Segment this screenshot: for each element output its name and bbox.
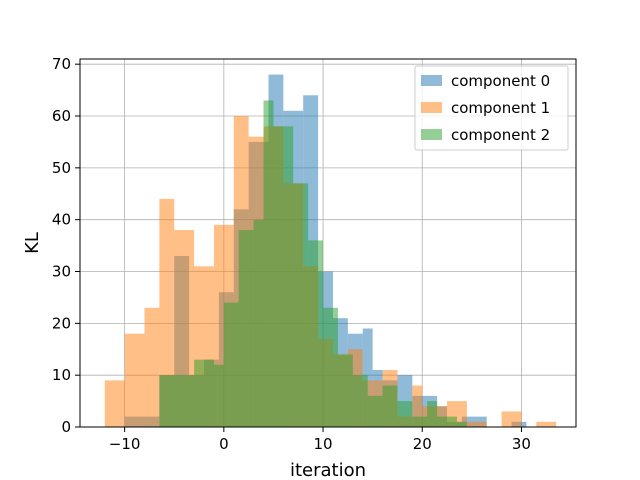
histogram-bar [223, 302, 239, 427]
histogram-bar [437, 416, 457, 427]
histogram-bar [367, 395, 383, 427]
x-tick-label: 20 [413, 435, 432, 453]
histogram-bar [397, 401, 413, 427]
y-tick-label: 60 [52, 107, 71, 125]
y-axis-label: KL [22, 232, 43, 254]
legend-entry-component-1: component 1 [421, 99, 550, 117]
histogram-bar [144, 307, 160, 427]
histogram-bar [263, 100, 274, 428]
histogram-bar [536, 421, 557, 427]
histogram-bar [194, 359, 214, 427]
histogram-bar [352, 375, 368, 427]
histogram-bar [427, 401, 438, 427]
y-tick-label: 20 [52, 314, 71, 332]
histogram-bar [456, 421, 467, 427]
legend-label-component-0: component 0 [451, 72, 550, 90]
histogram-bar [238, 230, 254, 427]
legend-entry-component-2: component 2 [421, 126, 550, 144]
histogram-bar [382, 385, 398, 427]
histogram-bar [124, 333, 145, 427]
histogram-bar [104, 380, 125, 427]
x-tick-label: −10 [109, 435, 141, 453]
legend-box [414, 65, 569, 151]
legend: component 0 component 1 component 2 [414, 65, 569, 151]
legend-swatch-component-2 [421, 129, 442, 140]
histogram-bar [159, 375, 195, 427]
histogram-bar [159, 198, 175, 427]
histogram-bar [293, 183, 309, 427]
histogram-bar [273, 126, 294, 427]
x-tick-label: 0 [219, 435, 229, 453]
legend-label-component-2: component 2 [451, 126, 550, 144]
histogram-bar [337, 354, 353, 427]
histogram-bar [412, 416, 428, 427]
y-tick-label: 40 [52, 211, 71, 229]
histogram-bars [104, 74, 557, 428]
legend-swatch-component-0 [421, 75, 442, 86]
x-axis-label: iteration [290, 460, 366, 480]
x-tick-label: 10 [313, 435, 332, 453]
y-tick-label: 0 [61, 418, 71, 436]
histogram-bar [412, 385, 423, 427]
legend-entry-component-0: component 0 [421, 72, 550, 90]
histogram-bar [323, 307, 338, 427]
histogram-bar [501, 411, 522, 427]
y-tick-label: 30 [52, 263, 71, 281]
legend-swatch-component-1 [421, 102, 442, 113]
plot-frame [79, 58, 577, 428]
y-tick-label: 50 [52, 159, 71, 177]
legend-label-component-1: component 1 [451, 99, 550, 117]
y-tick-label: 10 [52, 366, 71, 384]
y-tick-label: 70 [52, 55, 71, 73]
histogram-bar [253, 219, 264, 427]
histogram-bar [466, 421, 487, 427]
histogram-bar [213, 364, 224, 427]
x-tick-label: 30 [512, 435, 531, 453]
series-component-2 [159, 100, 467, 428]
axis-ticks: −10 0 10 20 30 0 10 20 30 40 50 60 70 [52, 55, 531, 453]
histogram-bar [308, 240, 324, 427]
